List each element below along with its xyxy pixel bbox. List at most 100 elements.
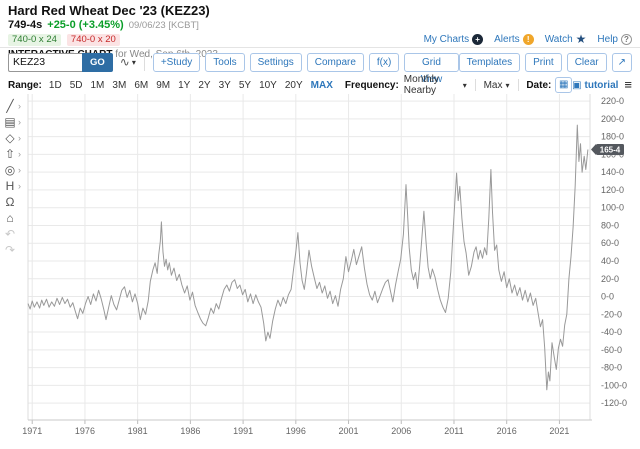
- clear-button[interactable]: Clear: [566, 52, 607, 72]
- star-icon: ★: [575, 32, 587, 46]
- question-circle-icon: ?: [621, 34, 632, 45]
- range-option-1m[interactable]: 1M: [90, 79, 105, 91]
- templates-button[interactable]: Templates: [458, 52, 521, 72]
- header-links: My Charts + Alerts ! Watch ★ Help ?: [417, 32, 632, 46]
- page-title: Hard Red Wheat Dec '23 (KEZ23): [8, 3, 210, 18]
- span-dropdown[interactable]: Max ▾: [484, 80, 510, 91]
- range-option-3m[interactable]: 3M: [112, 79, 127, 91]
- range-bar-divider: [517, 79, 519, 91]
- fx-button[interactable]: f(x): [368, 52, 400, 72]
- go-button[interactable]: GO: [82, 52, 113, 72]
- chevron-right-icon: ›: [18, 133, 21, 143]
- range-bar: Range: 1D 5D 1M 3M 6M 9M 1Y 2Y 3Y 5Y 10Y 20Y MAX Fre…: [8, 74, 632, 96]
- shape-tool[interactable]: ◇ ›: [3, 130, 27, 146]
- current-price-badge: [596, 144, 624, 156]
- magnet-tool[interactable]: Ω: [3, 194, 27, 210]
- print-button[interactable]: Print: [525, 52, 562, 72]
- toolbar-divider: [143, 53, 145, 71]
- lock-tool[interactable]: ⌂: [3, 210, 27, 226]
- help-label: Help: [597, 34, 618, 45]
- help-link[interactable]: Help ?: [597, 34, 632, 45]
- range-options: 1D 5D 1M 3M 6M 9M 1Y 2Y 3Y 5Y 10Y 20Y MAX: [49, 80, 333, 91]
- toolbar-right-group: Templates Print Clear ↗: [458, 52, 632, 72]
- arrow-tool[interactable]: ⇧ ›: [3, 146, 27, 162]
- target-tool[interactable]: ◎ ›: [3, 162, 27, 178]
- chevron-down-icon: ▾: [505, 80, 510, 90]
- calendar-icon: ▦: [558, 79, 569, 90]
- range-option-5y[interactable]: 5Y: [238, 79, 252, 91]
- y-axis-label: 20-0: [601, 274, 619, 284]
- current-price-badge-label: 165-4: [600, 146, 621, 155]
- line-style-icon: ∿: [119, 55, 130, 69]
- redo-button[interactable]: ↷: [3, 242, 27, 258]
- symbol-input[interactable]: [8, 52, 82, 72]
- range-option-20y[interactable]: 20Y: [284, 79, 303, 91]
- menu-icon[interactable]: ≡: [624, 77, 632, 92]
- undo-button-icon: ↶: [4, 227, 16, 241]
- quote-date-exchange: 09/06/23 [KCBT]: [128, 20, 199, 31]
- y-axis-label: 60-0: [601, 238, 619, 248]
- tools-button[interactable]: Tools: [205, 52, 245, 72]
- tutorial-label: tutorial: [584, 79, 619, 91]
- my-charts-label: My Charts: [423, 34, 470, 45]
- range-option-1y[interactable]: 1Y: [178, 79, 191, 91]
- range-option-5d[interactable]: 5D: [69, 79, 83, 91]
- chevron-down-icon: ▾: [131, 57, 136, 67]
- y-axis-label: -120-0: [601, 398, 627, 408]
- y-axis-label: 140-0: [601, 167, 624, 177]
- x-axis-label: 1981: [128, 426, 148, 436]
- range-option-3y[interactable]: 3Y: [218, 79, 231, 91]
- watch-label: Watch: [544, 34, 573, 45]
- y-axis-label: -60-0: [601, 345, 622, 355]
- frequency-value: Monthly Nearby: [403, 74, 439, 96]
- y-axis-label: -80-0: [601, 363, 622, 373]
- lock-tool-icon: ⌂: [6, 211, 14, 225]
- range-option-10y[interactable]: 10Y: [259, 79, 277, 91]
- undo-button[interactable]: ↶: [3, 226, 27, 242]
- measure-tool[interactable]: H ›: [3, 178, 27, 194]
- y-axis-label: 80-0: [601, 220, 619, 230]
- line-type-dropdown[interactable]: ∿ ▾: [120, 55, 136, 69]
- frequency-dropdown[interactable]: Monthly Nearby ▾: [404, 74, 467, 96]
- y-axis-label: 120-0: [601, 185, 624, 195]
- x-axis-label: 1976: [75, 426, 95, 436]
- range-option-6m[interactable]: 6M: [134, 79, 149, 91]
- price-chart[interactable]: 220-0200-0180-0160-0140-0120-0100-080-06…: [0, 94, 640, 449]
- chart-toolbar: GO ∿ ▾ +Study Tools Settings Compare f(x…: [8, 51, 632, 85]
- x-axis-label: 2011: [444, 426, 463, 436]
- price-change: +25-0 (+3.45%): [47, 19, 124, 31]
- x-axis-label: 1996: [286, 426, 306, 436]
- y-axis-label: 180-0: [601, 132, 624, 142]
- annotation-tool[interactable]: ▤ ›: [3, 114, 27, 130]
- date-label: Date:: [526, 79, 552, 91]
- chevron-right-icon: ›: [18, 117, 21, 127]
- settings-button[interactable]: Settings: [249, 52, 302, 72]
- grid-view-button[interactable]: Grid View: [404, 52, 459, 85]
- draw-line-tool-icon: ╱: [6, 99, 14, 113]
- tutorial-icon: ▣: [572, 79, 582, 91]
- study-button[interactable]: +Study: [152, 52, 201, 72]
- range-option-2y[interactable]: 2Y: [198, 79, 211, 91]
- alerts-label: Alerts: [494, 34, 520, 45]
- y-axis-label: 0-0: [601, 292, 614, 302]
- shape-tool-icon: ◇: [5, 131, 15, 145]
- x-axis-label: 2001: [339, 426, 359, 436]
- draw-line-tool[interactable]: ╱ ›: [3, 98, 27, 114]
- price-chart-svg: 220-0200-0180-0160-0140-0120-0100-080-06…: [22, 94, 627, 436]
- my-charts-link[interactable]: My Charts +: [424, 34, 484, 45]
- watch-link[interactable]: Watch ★: [544, 32, 587, 46]
- range-option-max[interactable]: MAX: [310, 79, 333, 91]
- x-axis-label: 2016: [497, 426, 517, 436]
- tutorial-link[interactable]: ▣ tutorial: [572, 80, 618, 91]
- x-axis-label: 2006: [391, 426, 411, 436]
- expand-button[interactable]: ↗: [611, 52, 632, 72]
- range-option-1d[interactable]: 1D: [48, 79, 62, 91]
- arrow-tool-icon: ⇧: [4, 147, 16, 161]
- range-bar-divider: [474, 79, 476, 91]
- calendar-button[interactable]: ▦: [555, 77, 573, 93]
- range-option-9m[interactable]: 9M: [156, 79, 171, 91]
- measure-tool-icon: H: [5, 179, 15, 193]
- alerts-link[interactable]: Alerts !: [494, 34, 534, 45]
- plus-circle-icon: +: [472, 34, 484, 45]
- compare-button[interactable]: Compare: [306, 52, 364, 72]
